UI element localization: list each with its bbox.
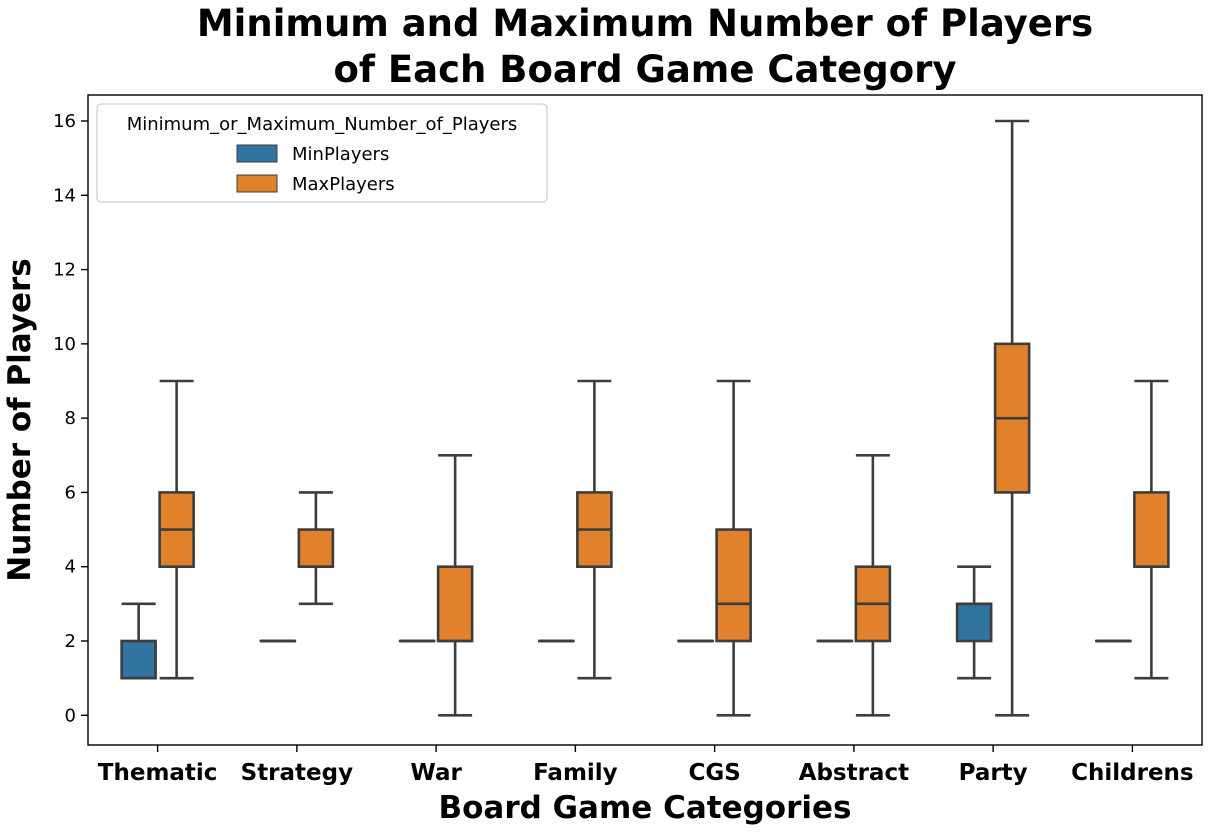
y-tick-label-2: 2 <box>65 631 76 652</box>
box-war-maxplayers <box>436 453 474 717</box>
legend-swatch-maxplayers <box>236 174 278 193</box>
x-tick-label-childrens: Childrens <box>1071 760 1194 786</box>
box-war-maxplayers-iqr-box <box>436 565 474 643</box>
box-thematic-maxplayers <box>158 379 195 680</box>
box-party-maxplayers <box>993 119 1031 717</box>
y-tick-label-16: 16 <box>53 111 76 132</box>
y-tick-label-4: 4 <box>65 557 76 578</box>
x-tick-label-party: Party <box>959 760 1028 786</box>
box-childrens-maxplayers-iqr-box <box>1133 491 1170 569</box>
box-cgs-maxplayers <box>715 379 752 717</box>
box-abstract-maxplayers <box>854 453 892 717</box>
legend-label-minplayers: MinPlayers <box>292 144 389 165</box>
box-cgs-maxplayers-iqr-box <box>715 528 752 643</box>
legend-title: Minimum_or_Maximum_Number_of_Players <box>127 114 518 135</box>
legend: Minimum_or_Maximum_Number_of_Players Min… <box>96 103 548 203</box>
box-thematic-minplayers-iqr-box <box>120 639 157 680</box>
legend-frame <box>96 103 548 203</box>
legend-label-maxplayers: MaxPlayers <box>292 174 395 195</box>
chart-title-line-1: Minimum and Maximum Number of Players <box>197 2 1093 45</box>
plot-frame <box>87 94 1203 746</box>
y-axis-label: Number of Players <box>2 258 38 581</box>
box-party-minplayers <box>955 565 993 680</box>
x-tick-label-family: Family <box>533 760 618 786</box>
y-tick-label-8: 8 <box>65 408 76 429</box>
box-family-maxplayers <box>576 379 613 680</box>
x-tick-label-strategy: Strategy <box>241 760 353 786</box>
legend-swatch-minplayers <box>236 144 278 163</box>
box-thematic-minplayers <box>120 602 157 680</box>
x-axis: Thematic Strategy War Family CGS Abstract Part… <box>98 745 1194 786</box>
x-tick-label-cgs: CGS <box>688 760 740 786</box>
y-tick-label-6: 6 <box>65 482 76 503</box>
chart-marks <box>120 119 1170 717</box>
y-tick-label-0: 0 <box>65 705 76 726</box>
x-tick-label-thematic: Thematic <box>98 760 218 786</box>
chart-title-line-2: of Each Board Game Category <box>333 48 956 91</box>
x-tick-label-abstract: Abstract <box>799 760 909 786</box>
box-strategy-maxplayers <box>297 491 335 606</box>
x-tick-label-war: War <box>410 760 462 786</box>
box-party-minplayers-iqr-box <box>955 602 993 643</box>
box-strategy-maxplayers-iqr-box <box>297 528 335 569</box>
y-tick-label-10: 10 <box>53 334 76 355</box>
x-axis-label: Board Game Categories <box>439 790 852 826</box>
box-childrens-maxplayers <box>1133 379 1170 680</box>
y-tick-label-14: 14 <box>53 185 76 206</box>
y-tick-label-12: 12 <box>53 260 76 281</box>
y-axis: 0 2 4 6 8 10 12 14 16 <box>53 111 88 726</box>
